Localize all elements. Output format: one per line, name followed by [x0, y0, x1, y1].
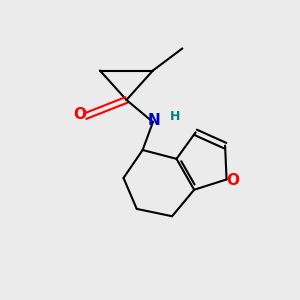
Text: O: O	[226, 173, 239, 188]
Text: N: N	[148, 113, 161, 128]
Text: H: H	[170, 110, 180, 123]
Text: O: O	[74, 107, 86, 122]
